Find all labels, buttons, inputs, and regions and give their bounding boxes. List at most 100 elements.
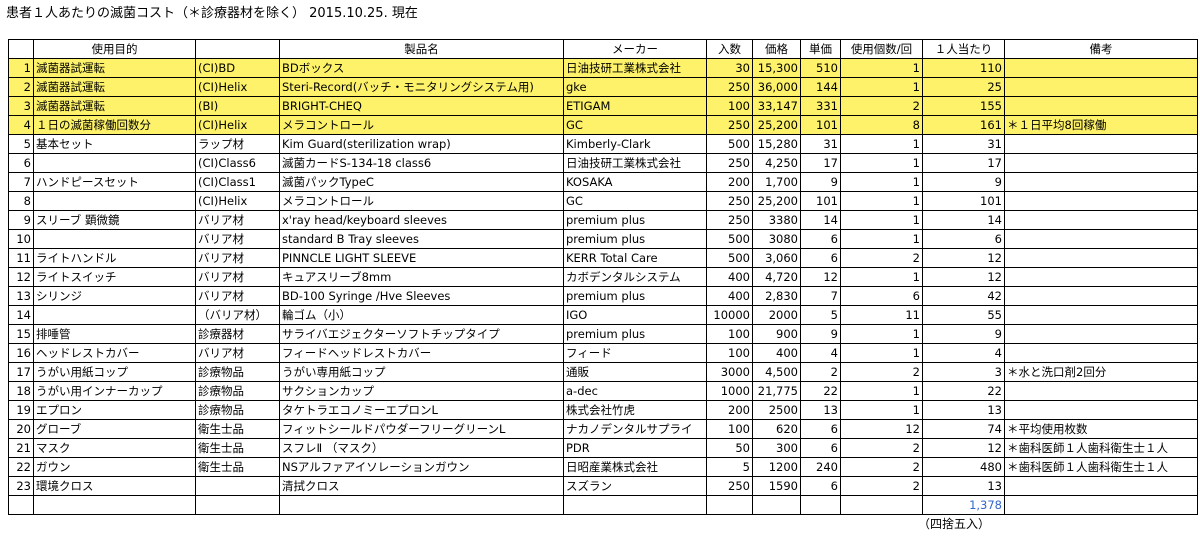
price-cell[interactable]: 620 <box>752 419 801 439</box>
use-count-cell[interactable]: 2 <box>840 362 923 382</box>
per-person-cell[interactable]: 13 <box>922 400 1005 420</box>
row-number[interactable]: 5 <box>8 134 34 154</box>
purpose-cell[interactable]: うがい用紙コップ <box>33 362 196 382</box>
quantity-cell[interactable]: 400 <box>706 286 753 306</box>
maker-cell[interactable]: カボデンタルシステム <box>563 267 707 287</box>
use-count-cell[interactable]: 1 <box>840 191 923 211</box>
row-number[interactable]: 2 <box>8 77 34 97</box>
row-number[interactable]: 9 <box>8 210 34 230</box>
use-count-cell[interactable]: 1 <box>840 400 923 420</box>
price-cell[interactable]: 1200 <box>752 457 801 477</box>
per-person-cell[interactable]: 12 <box>922 267 1005 287</box>
unit-price-cell[interactable]: 6 <box>800 229 841 249</box>
maker-cell[interactable]: 日昭産業株式会社 <box>563 457 707 477</box>
note-cell[interactable] <box>1004 96 1198 116</box>
purpose-cell[interactable]: グローブ <box>33 419 196 439</box>
unit-price-cell[interactable]: 6 <box>800 419 841 439</box>
row-number[interactable]: 19 <box>8 400 34 420</box>
cell[interactable] <box>279 495 564 515</box>
use-count-cell[interactable]: 8 <box>840 115 923 135</box>
price-cell[interactable]: 15,300 <box>752 58 801 78</box>
product-cell[interactable]: キュアスリーブ8mm <box>279 267 564 287</box>
total-value[interactable]: 1,378 <box>922 495 1005 515</box>
purpose-cell[interactable]: ライトハンドル <box>33 248 196 268</box>
per-person-cell[interactable]: 42 <box>922 286 1005 306</box>
price-cell[interactable]: 4,500 <box>752 362 801 382</box>
quantity-cell[interactable]: 50 <box>706 438 753 458</box>
note-cell[interactable] <box>1004 229 1198 249</box>
product-cell[interactable]: standard B Tray sleeves <box>279 229 564 249</box>
quantity-cell[interactable]: 10000 <box>706 305 753 325</box>
purpose-cell[interactable]: 滅菌器試運転 <box>33 77 196 97</box>
purpose-cell[interactable]: ガウン <box>33 457 196 477</box>
price-cell[interactable]: 3,060 <box>752 248 801 268</box>
per-person-cell[interactable]: 12 <box>922 438 1005 458</box>
product-cell[interactable]: PINNCLE LIGHT SLEEVE <box>279 248 564 268</box>
price-cell[interactable]: 1,700 <box>752 172 801 192</box>
price-cell[interactable]: 3080 <box>752 229 801 249</box>
unit-price-cell[interactable]: 7 <box>800 286 841 306</box>
use-count-cell[interactable]: 2 <box>840 476 923 496</box>
unit-price-cell[interactable]: 22 <box>800 381 841 401</box>
use-count-cell[interactable]: 1 <box>840 77 923 97</box>
category-cell[interactable]: 診療物品 <box>195 400 280 420</box>
purpose-cell[interactable]: 環境クロス <box>33 476 196 496</box>
maker-cell[interactable]: 通販 <box>563 362 707 382</box>
category-cell[interactable]: (CI)Class1 <box>195 172 280 192</box>
quantity-cell[interactable]: 250 <box>706 77 753 97</box>
purpose-cell[interactable]: ライトスイッチ <box>33 267 196 287</box>
cell[interactable] <box>1004 495 1198 515</box>
row-number[interactable]: 10 <box>8 229 34 249</box>
purpose-cell[interactable]: エプロン <box>33 400 196 420</box>
quantity-cell[interactable]: 30 <box>706 58 753 78</box>
use-count-cell[interactable]: 6 <box>840 286 923 306</box>
per-person-cell[interactable]: 9 <box>922 324 1005 344</box>
note-cell[interactable] <box>1004 172 1198 192</box>
unit-price-cell[interactable]: 6 <box>800 248 841 268</box>
price-cell[interactable]: 4,720 <box>752 267 801 287</box>
row-number[interactable]: 7 <box>8 172 34 192</box>
category-cell[interactable]: バリア材 <box>195 286 280 306</box>
product-cell[interactable]: サライバエジェクターソフトチップタイプ <box>279 324 564 344</box>
use-count-cell[interactable]: 2 <box>840 248 923 268</box>
maker-cell[interactable]: premium plus <box>563 324 707 344</box>
quantity-cell[interactable]: 200 <box>706 400 753 420</box>
use-count-cell[interactable]: 1 <box>840 172 923 192</box>
quantity-cell[interactable]: 100 <box>706 343 753 363</box>
purpose-cell[interactable]: 基本セット <box>33 134 196 154</box>
row-number[interactable]: 18 <box>8 381 34 401</box>
quantity-cell[interactable]: 250 <box>706 153 753 173</box>
unit-price-cell[interactable]: 6 <box>800 476 841 496</box>
maker-cell[interactable]: スズラン <box>563 476 707 496</box>
per-person-cell[interactable]: 22 <box>922 381 1005 401</box>
use-count-cell[interactable]: 1 <box>840 267 923 287</box>
maker-cell[interactable]: premium plus <box>563 286 707 306</box>
quantity-cell[interactable]: 1000 <box>706 381 753 401</box>
maker-cell[interactable]: GC <box>563 115 707 135</box>
product-cell[interactable]: フィットシールドパウダーフリーグリーンL <box>279 419 564 439</box>
note-cell[interactable] <box>1004 476 1198 496</box>
unit-price-cell[interactable]: 17 <box>800 153 841 173</box>
product-cell[interactable]: 輪ゴム（小） <box>279 305 564 325</box>
quantity-cell[interactable]: 3000 <box>706 362 753 382</box>
row-number[interactable]: 11 <box>8 248 34 268</box>
unit-price-cell[interactable]: 331 <box>800 96 841 116</box>
per-person-cell[interactable]: 9 <box>922 172 1005 192</box>
use-count-cell[interactable]: 2 <box>840 438 923 458</box>
maker-cell[interactable]: ETIGAM <box>563 96 707 116</box>
per-person-cell[interactable]: 155 <box>922 96 1005 116</box>
price-cell[interactable]: 33,147 <box>752 96 801 116</box>
maker-cell[interactable]: premium plus <box>563 210 707 230</box>
category-cell[interactable]: (BI) <box>195 96 280 116</box>
per-person-cell[interactable]: 25 <box>922 77 1005 97</box>
purpose-cell[interactable]: うがい用インナーカップ <box>33 381 196 401</box>
unit-price-cell[interactable]: 14 <box>800 210 841 230</box>
use-count-cell[interactable]: 2 <box>840 457 923 477</box>
price-cell[interactable]: 25,200 <box>752 115 801 135</box>
quantity-cell[interactable]: 5 <box>706 457 753 477</box>
cell[interactable] <box>706 495 753 515</box>
product-cell[interactable]: スフレⅡ （マスク） <box>279 438 564 458</box>
quantity-cell[interactable]: 250 <box>706 191 753 211</box>
maker-cell[interactable]: IGO <box>563 305 707 325</box>
quantity-cell[interactable]: 500 <box>706 248 753 268</box>
